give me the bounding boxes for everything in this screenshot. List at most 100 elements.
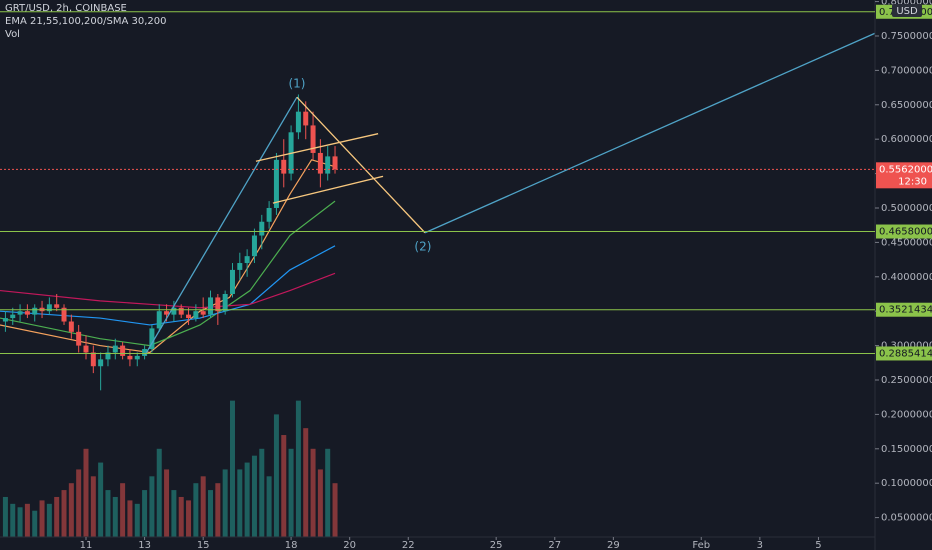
x-tick-label: 15 <box>197 540 210 550</box>
x-tick-label: 3 <box>757 540 763 550</box>
candle-body <box>251 235 257 257</box>
candle-body <box>120 345 126 356</box>
candle-body <box>2 318 8 322</box>
candle-body <box>266 207 272 222</box>
x-tick-label: 22 <box>402 540 415 550</box>
currency-badge <box>892 4 922 17</box>
volume-bar <box>32 510 38 537</box>
candle-body <box>237 263 243 270</box>
candle-body <box>281 159 287 174</box>
volume-bar <box>303 428 309 537</box>
wave-label: (2) <box>414 240 431 254</box>
wave-label: (1) <box>288 77 305 91</box>
currency-label: USD <box>896 6 918 17</box>
volume-bar <box>178 496 184 537</box>
volume-bar <box>156 448 162 537</box>
x-tick-label: 27 <box>548 540 561 550</box>
candle-body <box>17 311 23 315</box>
volume-bar <box>120 483 126 537</box>
volume-bar <box>244 462 250 537</box>
volume-bar <box>229 400 235 537</box>
candle-body <box>164 311 170 315</box>
chart-title: GRT/USD, 2h, COINBASE <box>5 3 127 14</box>
x-tick-label: 5 <box>815 540 821 550</box>
trend-line <box>272 175 384 204</box>
volume-bar <box>215 483 221 537</box>
candle-body <box>332 156 338 170</box>
trend-line <box>424 32 876 234</box>
volume-label: Vol <box>5 29 20 40</box>
candle-body <box>149 328 155 350</box>
volume-bar <box>61 490 67 537</box>
moving-average <box>0 272 336 309</box>
volume-bar <box>68 483 74 537</box>
volume-bar <box>46 503 52 537</box>
volume-bar <box>295 400 301 537</box>
countdown-label: 12:30 <box>898 176 927 187</box>
volume-bar <box>98 462 104 537</box>
volume-bar <box>237 469 243 537</box>
volume-bar <box>251 455 257 537</box>
candle-body <box>24 311 30 315</box>
candle-body <box>310 125 316 153</box>
candle-body <box>127 355 133 360</box>
moving-average <box>0 245 336 326</box>
candle-body <box>105 352 111 360</box>
candle-body <box>83 345 89 353</box>
trend-line <box>296 96 426 234</box>
level-badge <box>876 224 932 239</box>
candle-body <box>178 307 184 315</box>
candle-body <box>156 311 162 329</box>
volume-bar <box>325 448 331 537</box>
volume-bar <box>54 496 60 537</box>
volume-bar <box>2 496 8 537</box>
trend-line <box>255 133 379 162</box>
volume-bar <box>17 507 23 537</box>
moving-average <box>0 200 336 347</box>
candle-body <box>295 111 301 133</box>
candle-body <box>208 297 214 315</box>
x-tick-label: 20 <box>343 540 356 550</box>
candle-body <box>76 331 82 346</box>
volume-bar <box>76 469 82 537</box>
plot-area <box>0 32 876 537</box>
candle-body <box>112 345 118 353</box>
candle-body <box>222 293 228 312</box>
volume-bar <box>105 490 111 537</box>
last-price-badge <box>876 162 932 189</box>
candle-body <box>303 111 309 126</box>
candle-body <box>134 355 140 360</box>
volume-bar <box>208 490 214 537</box>
candle-body <box>90 352 96 367</box>
volume-bar <box>281 435 287 537</box>
volume-bar <box>90 476 96 537</box>
volume-bar <box>310 448 316 537</box>
volume-bar <box>134 503 140 537</box>
candle-body <box>46 304 52 312</box>
volume-bar <box>39 500 45 537</box>
level-badge <box>876 346 932 361</box>
x-tick-label: Feb <box>692 540 710 550</box>
candle-body <box>98 359 104 367</box>
volume-bar <box>222 469 228 537</box>
level-label: 0.28854142 <box>879 348 932 359</box>
candle-body <box>171 307 177 315</box>
x-tick-label: 18 <box>285 540 298 550</box>
volume-bar <box>186 500 192 537</box>
volume-bar <box>317 469 323 537</box>
candle-body <box>10 314 16 319</box>
